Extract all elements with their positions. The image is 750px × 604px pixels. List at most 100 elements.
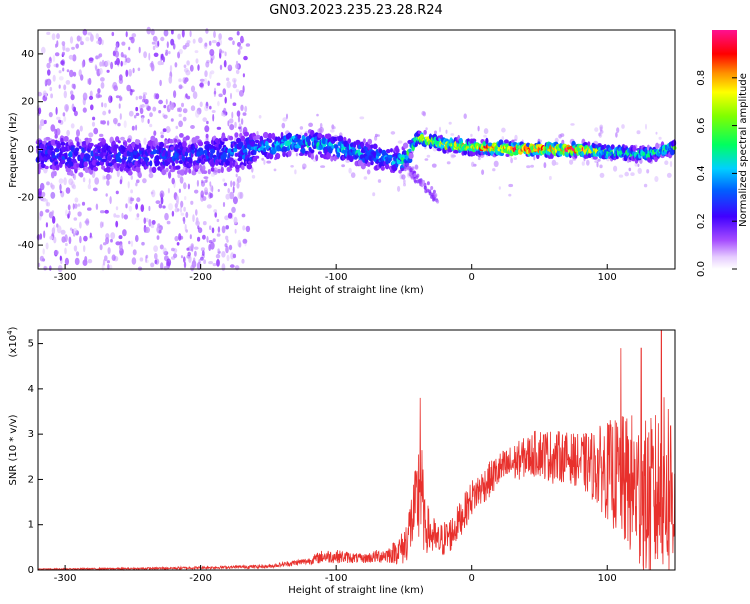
spectrogram-cell — [132, 67, 135, 74]
spectrogram-cell — [48, 112, 53, 118]
spectrogram-cell — [191, 137, 197, 144]
spectrogram-cell — [297, 134, 302, 139]
spectrogram-cell — [100, 82, 105, 89]
spectrogram-cell — [212, 238, 216, 243]
spectrogram-cell — [214, 211, 217, 218]
spectrogram-cell — [655, 142, 660, 150]
spectrogram-cell — [45, 209, 50, 213]
spectrogram-cell — [77, 203, 81, 207]
spectrogram-cell — [154, 159, 160, 166]
spectrogram-cell — [204, 191, 209, 195]
spectrogram-cell — [251, 174, 256, 179]
spectrogram-cell — [105, 193, 108, 197]
spectrogram-cell — [498, 139, 504, 146]
spectrogram-cell — [203, 176, 209, 180]
spectrogram-cell — [106, 260, 110, 264]
spectrogram-cell — [46, 154, 51, 160]
spectrogram-cell — [645, 123, 647, 130]
spectrogram-cell — [150, 191, 154, 195]
spectrogram-cell — [149, 166, 153, 172]
spectrogram-cell — [116, 169, 120, 178]
spectrogram-cell — [179, 176, 184, 184]
spectrogram-cell — [632, 145, 637, 152]
spectrogram-cell — [155, 93, 160, 100]
spectrogram-cell — [151, 166, 157, 173]
spectrogram-cell — [122, 229, 127, 237]
spectrogram-cell — [162, 247, 167, 255]
spectrogram-cell — [487, 142, 493, 147]
spectrogram-cell — [173, 90, 177, 98]
spectrogram-cell — [52, 74, 56, 82]
spectrogram-cell — [125, 203, 128, 209]
spectrogram-cell — [266, 160, 272, 164]
spectrogram-cell — [154, 155, 160, 161]
spectrogram-cell — [228, 244, 233, 251]
spectrogram-cell — [193, 246, 199, 250]
spectrogram-cell — [144, 98, 149, 105]
spectrogram-cell — [370, 160, 374, 166]
spectrogram-cell — [191, 148, 195, 154]
spectrogram-cell — [200, 247, 205, 252]
spectrogram-cell — [317, 128, 323, 134]
y-tick-label: -40 — [18, 240, 34, 251]
spectrogram-cell — [403, 183, 406, 187]
x-tick-label: -200 — [189, 573, 212, 584]
spectrogram-cell — [317, 132, 323, 139]
spectrogram-cell — [237, 115, 241, 123]
spectrogram-cell — [163, 142, 167, 149]
spectrogram-cell — [84, 256, 88, 263]
spectrogram-cell — [188, 168, 192, 174]
spectrogram-cell — [304, 132, 308, 137]
spectrogram-cell — [59, 255, 62, 261]
spectrogram-cell — [117, 163, 121, 167]
spectrogram-cell — [120, 96, 123, 101]
spectrogram-cell — [39, 233, 43, 240]
spectrogram-cell — [213, 87, 217, 94]
spectrogram-cell — [150, 262, 155, 268]
spectrogram-cell — [159, 79, 162, 87]
spectrogram-cell — [530, 164, 534, 168]
spectrogram-cell — [121, 212, 124, 219]
spectrogram-cell — [167, 128, 171, 132]
spectrogram-cell — [222, 202, 226, 207]
spectrogram-cell — [231, 206, 236, 213]
spectrogram-cell — [221, 225, 226, 234]
spectrogram-cell — [56, 128, 61, 136]
spectrogram-cell — [93, 127, 99, 135]
spectrogram-cell — [128, 240, 131, 245]
spectrogram-cell — [194, 144, 198, 149]
spectrogram-cell — [115, 220, 119, 228]
spectrogram-cell — [135, 106, 139, 112]
spectrogram-cell — [135, 112, 140, 116]
spectrogram-cell — [237, 176, 242, 183]
spectrogram-cell — [54, 139, 58, 145]
spectrogram-cell — [570, 123, 575, 126]
spectrogram-cell — [156, 235, 160, 240]
spectrogram-cell — [82, 28, 88, 36]
spectrogram-cell — [170, 102, 175, 111]
spectrogram-cell — [56, 225, 62, 234]
spectrogram-cell — [211, 40, 217, 44]
spectrogram-cell — [219, 48, 222, 54]
spectrogram-cell — [208, 261, 214, 265]
spectrogram-cell — [281, 122, 286, 129]
spectrogram-cell — [75, 251, 80, 257]
spectrogram-cell — [228, 37, 234, 41]
spectrogram-cell — [199, 82, 204, 88]
spectrogram-cell — [405, 162, 409, 167]
spectrogram-cell — [202, 170, 208, 175]
spectrogram-cell — [110, 232, 116, 240]
spectrogram-cell — [408, 172, 412, 177]
spectrogram-cell — [117, 122, 121, 127]
spectrogram-cell — [162, 56, 165, 63]
spectrogram-cell — [131, 33, 137, 38]
spectrogram-cell — [41, 191, 46, 197]
spectrogram-cell — [73, 173, 77, 181]
spectrogram-cell — [282, 151, 286, 158]
spectrogram-cell — [233, 216, 238, 225]
spectrogram-cell — [65, 105, 69, 113]
spectrogram-cell — [174, 207, 179, 213]
spectrogram-cell — [190, 200, 194, 205]
spectrogram-cell — [118, 158, 123, 163]
